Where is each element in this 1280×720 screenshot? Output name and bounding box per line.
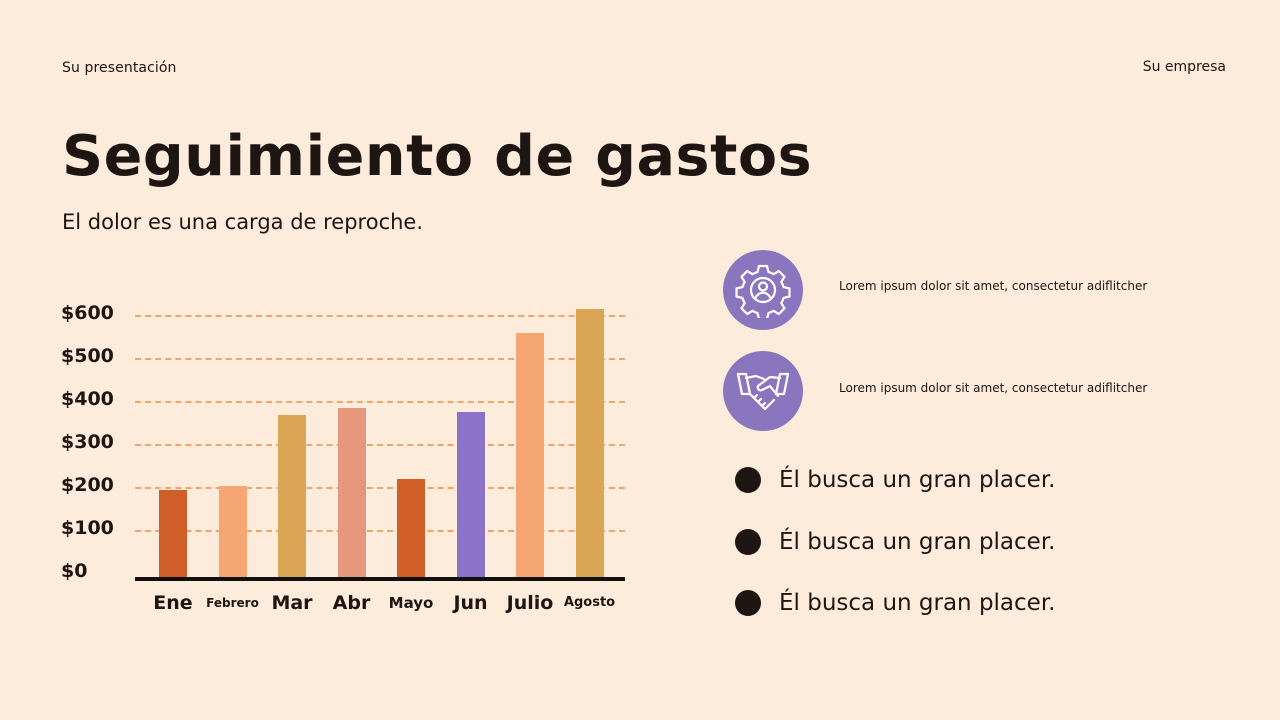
y-axis-tick-label: $400 [61,388,114,410]
x-axis-tick-label: Agosto [563,595,616,610]
y-axis-tick-label: $0 [61,560,88,582]
gridline [135,315,625,317]
bullet-text: Él busca un gran placer. [779,590,1056,616]
presentation-label: Su presentación [62,60,177,76]
slide-subtitle: El dolor es una carga de reproche. [62,210,424,234]
bullet-text: Él busca un gran placer. [779,467,1056,493]
bullet-item: Él busca un gran placer. [735,529,1055,555]
bar-agosto [575,309,604,578]
gridline [135,487,625,489]
bar-mar [278,414,306,578]
bar-julio [516,332,544,578]
feature-icon-circle-2 [723,351,803,431]
bar-ene [159,489,187,578]
bullet-item: Él busca un gran placer. [735,590,1055,616]
x-axis-tick-label: Abr [332,592,371,614]
bar-abr [337,408,366,578]
bullet-text: Él busca un gran placer. [779,529,1056,555]
feature-text-1: Lorem ipsum dolor sit amet, consectetur … [839,279,1148,293]
feature-text-2: Lorem ipsum dolor sit amet, consectetur … [839,381,1148,395]
x-axis-tick-label: Jun [453,592,488,614]
x-axis-tick-label: Julio [506,592,554,614]
x-axis-tick-label: Ene [153,592,193,614]
company-label: Su empresa [1142,59,1226,75]
bar-jun [456,412,485,578]
bullet-dot-icon [735,467,761,493]
gridline [135,358,625,360]
y-axis-tick-label: $100 [61,517,114,539]
bullet-dot-icon [735,590,761,616]
y-axis-tick-label: $300 [61,431,114,453]
gridline [135,401,625,403]
y-axis-tick-label: $600 [61,302,114,324]
bar-febrero [218,485,247,578]
gridline [135,444,625,446]
x-axis-line [135,577,625,581]
gear-user-icon [735,264,791,318]
bullet-item: Él busca un gran placer. [735,467,1055,493]
x-axis-tick-label: Mar [271,592,313,614]
x-axis-tick-label: Febrero [206,595,259,610]
feature-icon-circle-1 [723,250,803,330]
expense-bar-chart: $0 $100 $200 $300 $400 $500 $600 Ene Febrero Mar A… [55,290,635,620]
gridline [135,530,625,532]
bullet-dot-icon [735,529,761,555]
bar-mayo [397,479,425,578]
x-axis-tick-label: Mayo [388,594,434,612]
handshake-icon [736,372,790,411]
y-axis-tick-label: $200 [61,474,114,496]
slide-title: Seguimiento de gastos [62,124,813,189]
y-axis-tick-label: $500 [61,345,114,367]
